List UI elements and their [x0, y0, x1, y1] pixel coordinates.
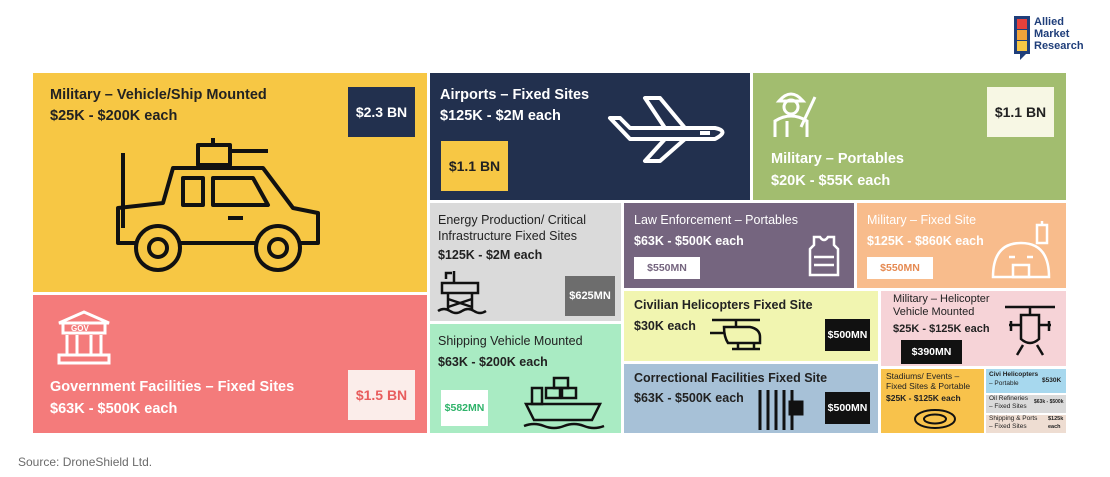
tile-title: Military – Portables	[771, 151, 904, 167]
tile-stadiums: Stadiums/ Events – Fixed Sites & Portabl…	[881, 369, 984, 433]
tile-title: Energy Production/ Critical	[438, 213, 586, 227]
tile-price: $20K - $55K each	[771, 173, 891, 189]
logo-line-1: Allied	[1034, 16, 1064, 28]
value-badge: $550MN	[867, 257, 933, 279]
helicopter-icon	[710, 318, 762, 351]
tile-price: $30K each	[634, 319, 696, 333]
tile-title: Airports – Fixed Sites	[440, 87, 590, 103]
value-badge: $1.1 BN	[441, 141, 508, 191]
value-badge: $625MN	[565, 276, 615, 316]
tile-title-line-2: Infrastructure Fixed Sites	[438, 229, 577, 243]
tile-title: Military – Helicopter	[893, 293, 990, 305]
tile-price: $63K - $500K each	[634, 234, 744, 248]
tile-title: Government Facilities – Fixed Sites	[50, 379, 295, 395]
value-badge: $500MN	[825, 319, 870, 351]
tile-energy: Energy Production/ Critical Infrastructu…	[430, 203, 621, 321]
value-badge: $550MN	[634, 257, 700, 279]
tile-title: Civilian Helicopters Fixed Site	[634, 298, 813, 312]
tile-civilian-helicopters: Civilian Helicopters Fixed Site $30K eac…	[624, 291, 878, 361]
tile-price: $125K - $2M each	[440, 108, 561, 124]
bulletproof-vest-icon	[808, 235, 840, 277]
value-badge: $582MN	[441, 390, 488, 426]
tile-title: Law Enforcement – Portables	[634, 213, 798, 227]
source-note: Source: DroneShield Ltd.	[18, 455, 153, 469]
tile-title: Shipping Vehicle Mounted	[438, 334, 583, 348]
tile-price: $25K - $200K each	[50, 108, 178, 124]
cargo-ship-icon	[523, 376, 605, 430]
military-base-icon	[991, 221, 1051, 279]
value-badge: $1.1 BN	[987, 87, 1054, 137]
tile-price: $63K - $200K each	[438, 355, 548, 369]
tile-government: GOV Government Facilities – Fixed Sites …	[33, 295, 427, 433]
tile-shipping: Shipping Vehicle Mounted $63K - $200K ea…	[430, 324, 621, 433]
tile-military-vehicle: Military – Vehicle/Ship Mounted $25K - $…	[33, 73, 427, 292]
value-badge: $390MN	[901, 340, 962, 364]
tile-price: $63K - $500K each	[50, 401, 178, 417]
value-badge: $2.3 BN	[348, 87, 415, 137]
logo-icon	[1014, 16, 1030, 60]
tile-title: Shipping & Ports	[989, 415, 1038, 422]
government-building-icon: GOV	[57, 310, 111, 365]
tile-title-line-2: – Fixed Sites	[989, 423, 1027, 430]
tile-title-line-2: – Portable	[989, 380, 1019, 387]
tile-title-line-2: Vehicle Mounted	[893, 306, 975, 318]
soldier-icon	[773, 92, 817, 137]
oil-rig-icon	[437, 271, 487, 315]
brand-logo: Allied Market Research	[1012, 14, 1096, 60]
prison-bars-icon	[758, 390, 804, 430]
tile-title: Correctional Facilities Fixed Site	[634, 371, 828, 385]
tile-title-line-2: Fixed Sites & Portable	[886, 381, 971, 391]
tile-military-portables: $1.1 BN Military – Portables $20K - $55K…	[753, 73, 1066, 200]
attack-helicopter-icon	[1005, 305, 1055, 356]
logo-line-2: Market	[1034, 28, 1070, 40]
tile-price: $25K - $125K each	[886, 393, 961, 403]
tile-civi-helicopters-portable: Civi Helicopters – Portable $530K	[986, 369, 1066, 393]
tile-military-helicopter: Military – Helicopter Vehicle Mounted $2…	[881, 291, 1066, 366]
tile-title: Military – Fixed Site	[867, 213, 977, 227]
tile-price: $63k - $500k	[1034, 399, 1064, 405]
stadium-icon	[914, 409, 956, 429]
tile-shipping-ports: Shipping & Ports – Fixed Sites $125k eac…	[986, 415, 1066, 433]
tile-price: $125K - $2M each	[438, 248, 543, 262]
tile-correctional: Correctional Facilities Fixed Site $63K …	[624, 364, 878, 433]
tile-price: $125K - $860K each	[867, 234, 984, 248]
tile-military-fixed: Military – Fixed Site $125K - $860K each…	[857, 203, 1066, 288]
military-vehicle-icon	[116, 138, 320, 272]
tile-title: Oil Refineries	[989, 395, 1029, 402]
tile-price: $530K	[1042, 377, 1062, 384]
tile-law-enforcement: Law Enforcement – Portables $63K - $500K…	[624, 203, 854, 288]
tile-oil-refineries: Oil Refineries – Fixed Sites $63k - $500…	[986, 395, 1066, 413]
value-badge: $1.5 BN	[348, 370, 415, 420]
svg-text:GOV: GOV	[71, 324, 89, 333]
tile-title-line-2: – Fixed Sites	[989, 403, 1027, 410]
tile-title: Stadiums/ Events –	[886, 371, 960, 381]
tile-airports: Airports – Fixed Sites $125K - $2M each …	[430, 73, 750, 200]
value-badge: $500MN	[825, 392, 870, 424]
tile-price: $63K - $500K each	[634, 391, 744, 405]
tile-title: Civi Helicopters	[989, 371, 1039, 378]
logo-line-3: Research	[1034, 40, 1084, 52]
tile-price: $25K - $125K each	[893, 323, 990, 335]
tile-price-line-2: each	[1048, 424, 1061, 430]
airplane-icon	[608, 96, 725, 163]
tile-title: Military – Vehicle/Ship Mounted	[50, 87, 267, 103]
tile-price: $125k	[1048, 416, 1064, 422]
